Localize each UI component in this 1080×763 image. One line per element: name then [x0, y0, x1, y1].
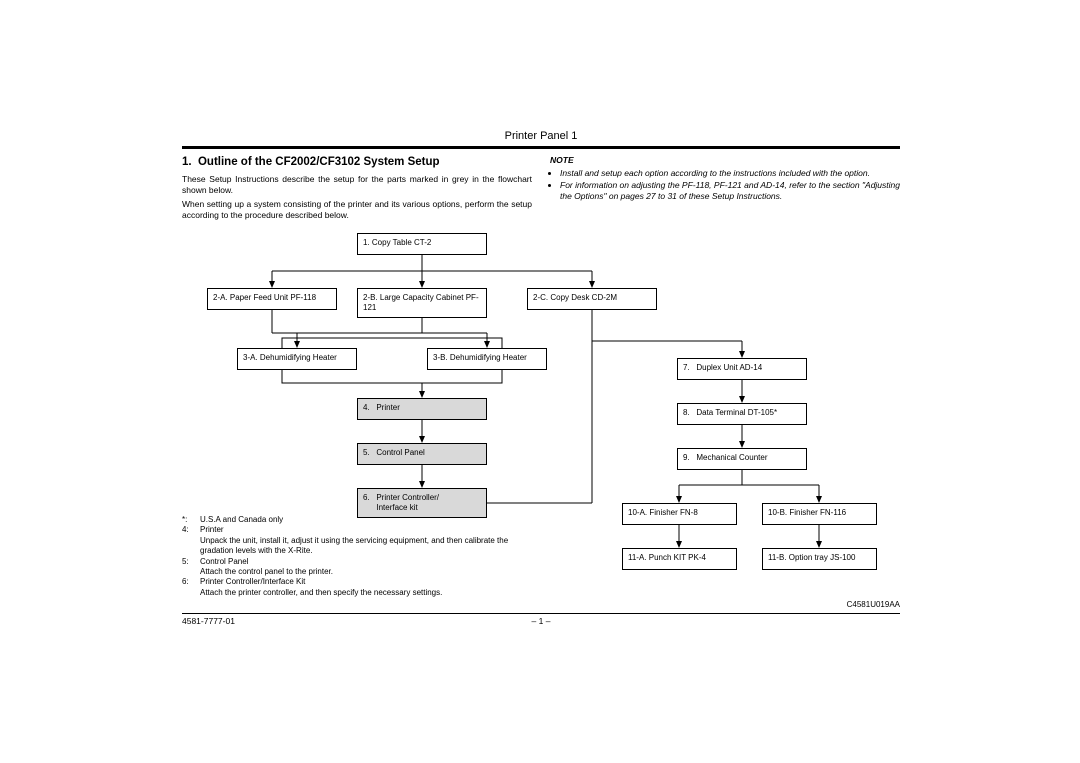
section-number: 1. [182, 156, 192, 168]
para-2: When setting up a system consisting of t… [182, 199, 532, 221]
flowchart-box: 11-A. Punch KIT PK-4 [622, 548, 737, 570]
fn-title: Printer Controller/Interface Kit [200, 577, 305, 586]
flowchart-box: 8. Data Terminal DT-105* [677, 403, 807, 425]
flowchart-box: 2-A. Paper Feed Unit PF-118 [207, 288, 337, 310]
document-page: Printer Panel 1 1. Outline of the CF2002… [182, 130, 900, 626]
flowchart-box: 3-B. Dehumidifying Heater [427, 348, 547, 370]
rule-top [182, 146, 900, 149]
flowchart-box: 3-A. Dehumidifying Heater [237, 348, 357, 370]
flowchart-box: 1. Copy Table CT-2 [357, 233, 487, 255]
flowchart: 1. Copy Table CT-2 2-A. Paper Feed Unit P… [182, 233, 900, 598]
right-column: NOTE Install and setup each option accor… [550, 155, 900, 221]
fn-key: 4: [182, 525, 200, 556]
fn-key: *: [182, 515, 200, 525]
section-title: 1. Outline of the CF2002/CF3102 System S… [182, 155, 532, 170]
fn-title: Printer [200, 525, 224, 534]
left-column: 1. Outline of the CF2002/CF3102 System S… [182, 155, 532, 221]
flowchart-box: 4. Printer [357, 398, 487, 420]
section-heading: Outline of the CF2002/CF3102 System Setu… [198, 156, 440, 168]
fn-text: Unpack the unit, install it, adjust it u… [200, 536, 508, 555]
code-left: 4581-7777-01 [182, 616, 235, 626]
flowchart-box: 11-B. Option tray JS-100 [762, 548, 877, 570]
footnotes: *:U.S.A and Canada only 4:Printer Unpack … [182, 515, 522, 598]
note-header: NOTE [550, 155, 900, 166]
header-title: Printer Panel 1 [182, 130, 900, 142]
para-1: These Setup Instructions describe the se… [182, 174, 532, 196]
note-item: Install and setup each option according … [560, 168, 900, 179]
code-right: C4581U019AA [182, 600, 900, 609]
fn-key: 6: [182, 577, 200, 598]
flowchart-box: 2-C. Copy Desk CD-2M [527, 288, 657, 310]
flowchart-box: 6. Printer Controller/ Interface kit [357, 488, 487, 518]
flowchart-box: 7. Duplex Unit AD-14 [677, 358, 807, 380]
fn-text: Attach the control panel to the printer. [200, 567, 333, 576]
two-column-text: 1. Outline of the CF2002/CF3102 System S… [182, 155, 900, 221]
flowchart-box: 5. Control Panel [357, 443, 487, 465]
fn-text: U.S.A and Canada only [200, 515, 283, 525]
flowchart-box: 10-A. Finisher FN-8 [622, 503, 737, 525]
note-item: For information on adjusting the PF-118,… [560, 180, 900, 202]
footer: 4581-7777-01 – 1 – [182, 616, 900, 626]
fn-key: 5: [182, 557, 200, 578]
note-list: Install and setup each option according … [550, 168, 900, 202]
fn-text: Attach the printer controller, and then … [200, 588, 442, 597]
flowchart-box: 9. Mechanical Counter [677, 448, 807, 470]
fn-title: Control Panel [200, 557, 248, 566]
page-number: – 1 – [532, 616, 551, 626]
flowchart-box: 2-B. Large Capacity Cabinet PF-121 [357, 288, 487, 318]
rule-bottom [182, 613, 900, 614]
flowchart-box: 10-B. Finisher FN-116 [762, 503, 877, 525]
